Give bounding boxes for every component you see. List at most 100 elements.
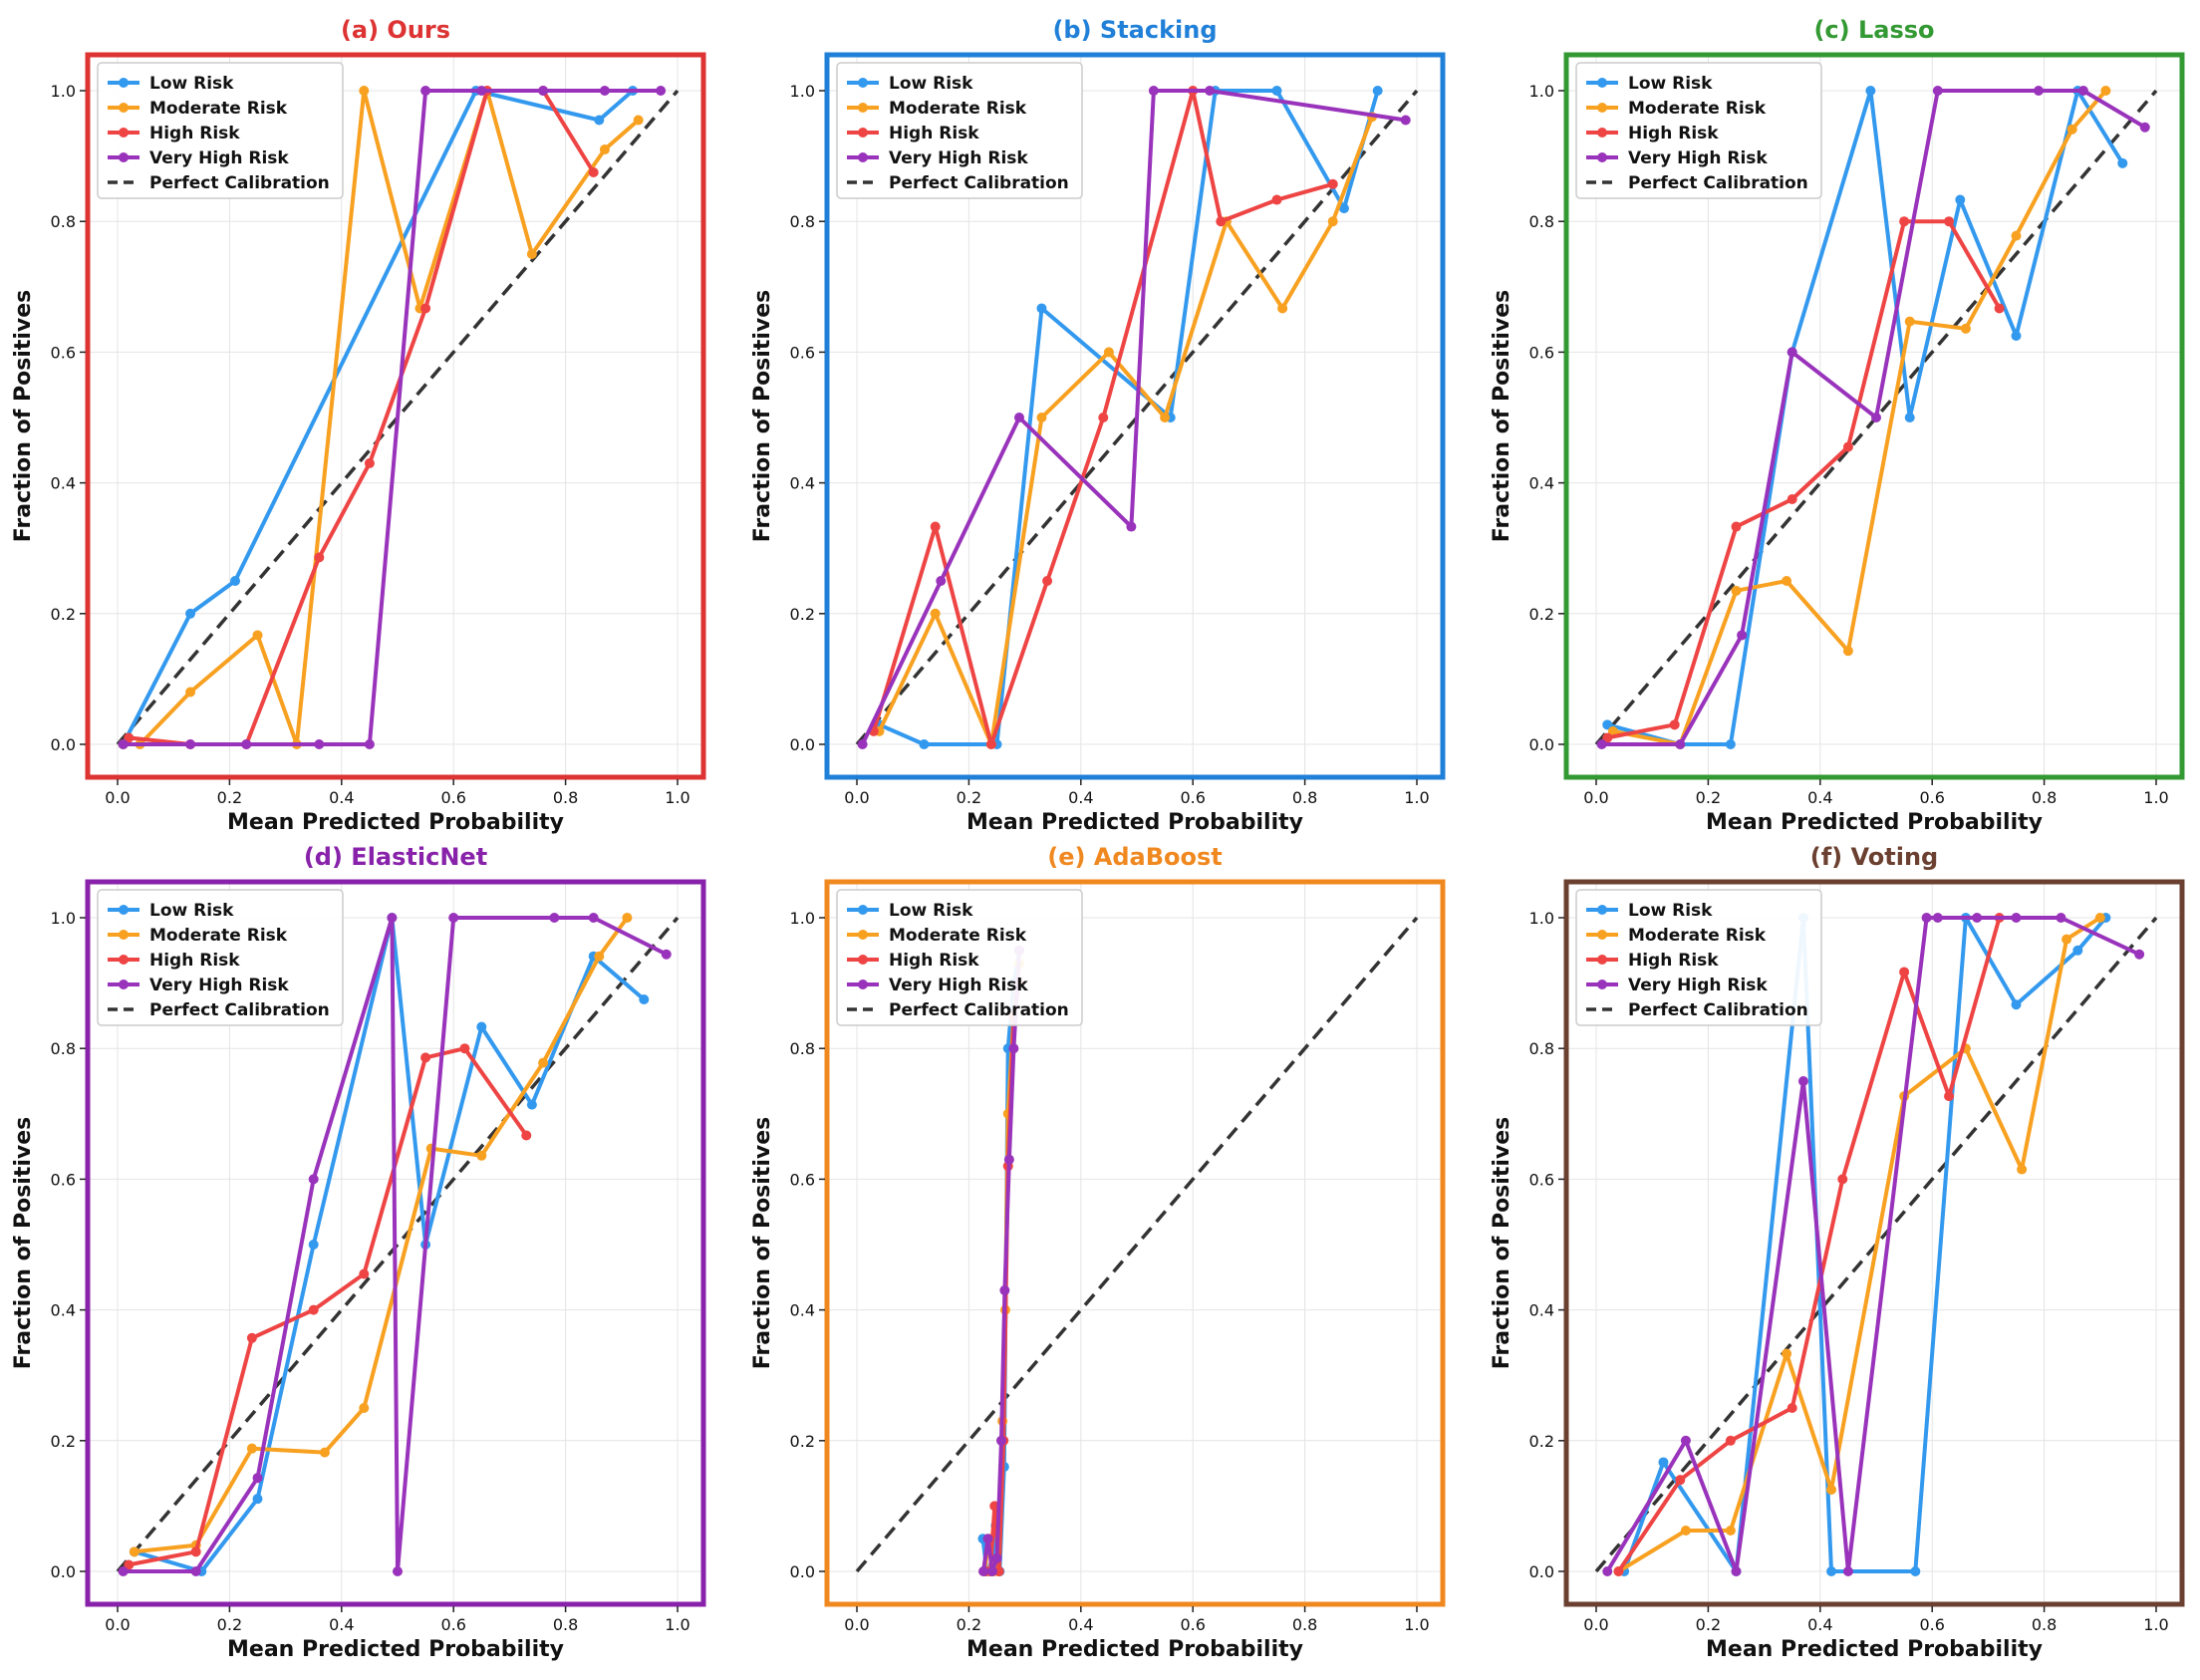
data-point	[1338, 203, 1349, 214]
data-point	[857, 739, 868, 749]
legend-marker	[1597, 128, 1607, 138]
chart-panel-4: (d) ElasticNet 0.0 0.2 0.4 0.6 0.8 1.0 0.0 0.2 0.…	[11, 843, 706, 1662]
data-point	[991, 1552, 1002, 1563]
legend-marker	[119, 128, 129, 138]
data-point	[526, 249, 537, 259]
series-line-moderate-risk	[1612, 89, 2107, 746]
chart-panel-3: (c) Lasso 0.0 0.2 0.4 0.6 0.8 1.0 0.0 0.2 0.4 0.6 0…	[1490, 16, 2185, 835]
legend-label: Perfect Calibration	[149, 1000, 330, 1020]
x-tick-label: 0.8	[1292, 788, 1317, 807]
data-point	[588, 913, 599, 923]
data-point	[1972, 913, 1983, 923]
data-point	[1148, 86, 1159, 96]
y-tick-label: 0.6	[1529, 343, 1554, 362]
x-tick-label: 0.4	[329, 788, 354, 807]
data-point	[185, 687, 196, 698]
data-point	[1944, 216, 1955, 227]
data-point	[2056, 913, 2066, 923]
legend-label: Very High Risk	[1628, 976, 1768, 995]
chart-panel-6: (f) Voting 0.0 0.2 0.4 0.6 0.8 1.0 0.0 0.2 0.4 0.6…	[1490, 843, 2185, 1662]
data-point	[1675, 739, 1686, 749]
data-point	[995, 1435, 1006, 1446]
series-line-very-high-risk	[123, 916, 668, 1573]
y-axis-label: Fraction of Positives	[1490, 1117, 1514, 1369]
data-point	[1731, 1566, 1742, 1576]
legend-label: Low Risk	[1628, 74, 1713, 94]
data-point	[308, 1304, 319, 1315]
data-point	[1737, 630, 1748, 641]
data-point	[1596, 739, 1607, 749]
legend-label: Very High Risk	[1628, 148, 1768, 168]
data-point	[1271, 86, 1282, 96]
x-tick-label: 0.4	[329, 1615, 354, 1634]
data-point	[936, 576, 947, 586]
legend-label: Low Risk	[149, 901, 234, 921]
data-point	[930, 521, 941, 532]
data-point	[1327, 178, 1338, 189]
series-line-low-risk	[134, 916, 646, 1573]
data-point	[252, 1494, 263, 1505]
x-tick-label: 0.0	[844, 788, 869, 807]
legend-label: Very High Risk	[889, 976, 1028, 995]
data-point	[2062, 934, 2072, 945]
y-tick-label: 0.2	[790, 605, 815, 624]
data-point	[2072, 945, 2083, 956]
data-point	[1680, 1435, 1691, 1446]
data-point	[190, 1566, 201, 1576]
x-tick-label: 0.4	[1807, 788, 1832, 807]
legend: Low Risk Moderate Risk High Risk Very High …	[836, 62, 1083, 199]
legend-label: Moderate Risk	[1628, 99, 1767, 119]
data-point	[2139, 122, 2150, 133]
data-point	[1042, 576, 1053, 586]
data-point	[1731, 521, 1742, 532]
data-point	[1865, 86, 1876, 96]
legend-marker	[858, 905, 868, 915]
y-tick-label: 0.8	[51, 1039, 76, 1058]
y-axis-label: Fraction of Positives	[11, 290, 36, 542]
x-tick-label: 0.2	[957, 1615, 981, 1634]
x-tick-label: 0.2	[217, 1615, 242, 1634]
data-point	[129, 1546, 139, 1557]
data-point	[246, 1332, 257, 1343]
legend-marker	[119, 152, 129, 162]
legend-marker	[858, 152, 868, 162]
data-point	[1960, 323, 1971, 334]
data-point	[2066, 124, 2077, 135]
series-line-moderate-risk	[877, 116, 1374, 746]
data-point	[2011, 999, 2022, 1010]
data-point	[252, 630, 263, 641]
data-point	[1725, 1435, 1736, 1446]
data-point	[476, 1021, 487, 1032]
series-line-high-risk	[1616, 917, 2002, 1573]
data-point	[308, 1174, 319, 1185]
legend-marker	[1597, 905, 1607, 915]
legend-label: Very High Risk	[149, 976, 289, 995]
legend-label: High Risk	[149, 124, 240, 143]
data-point	[1899, 967, 1910, 978]
data-point	[588, 167, 599, 177]
data-point	[2011, 331, 2022, 341]
data-point	[538, 86, 549, 96]
data-point	[2077, 86, 2088, 96]
data-point	[656, 86, 667, 96]
legend-label: Moderate Risk	[889, 99, 1027, 119]
data-point	[185, 739, 196, 749]
legend-label: Perfect Calibration	[889, 1000, 1069, 1020]
data-point	[999, 1284, 1010, 1295]
perfect-calibration-line	[855, 916, 1419, 1573]
data-point	[594, 951, 605, 962]
data-point	[1160, 413, 1171, 422]
chart-panel-2: (b) Stacking 0.0 0.2 0.4 0.6 0.8 1.0 0.0 0.2 0.4 0…	[750, 16, 1446, 835]
series-line-very-high-risk	[123, 89, 662, 746]
legend-marker	[858, 955, 868, 965]
x-tick-label: 0.6	[440, 788, 465, 807]
legend-box	[1575, 62, 1822, 199]
y-tick-label: 0.2	[1529, 605, 1554, 624]
legend-label: Low Risk	[889, 901, 973, 921]
y-tick-label: 1.0	[1529, 82, 1554, 101]
data-point	[1607, 725, 1618, 736]
data-point	[1669, 719, 1680, 730]
legend-label: High Risk	[889, 124, 979, 143]
x-tick-label: 0.4	[1807, 1615, 1832, 1634]
